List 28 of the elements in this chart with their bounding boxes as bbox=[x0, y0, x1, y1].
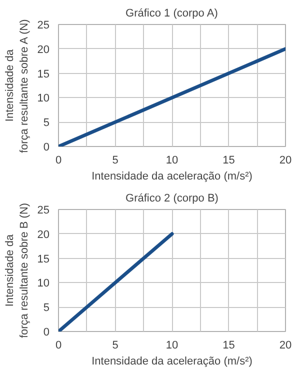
chart-title: Gráfico 2 (corpo B) bbox=[126, 192, 218, 204]
x-tick-label: 20 bbox=[279, 340, 292, 352]
x-tick-label: 0 bbox=[55, 154, 62, 166]
x-tick-label: 5 bbox=[112, 154, 118, 166]
y-tick-label: 5 bbox=[43, 302, 50, 314]
y-axis-title: Intensidade da força resultante sobre B (N) bbox=[4, 202, 30, 338]
y-axis-title: Intensidade da força resultante sobre A (N) bbox=[4, 19, 30, 154]
y-tick-label: 20 bbox=[37, 44, 50, 56]
y-tick-label: 0 bbox=[43, 326, 50, 338]
y-tick-label: 25 bbox=[37, 20, 50, 32]
y-tick-label: 10 bbox=[37, 92, 50, 105]
x-tick-label: 0 bbox=[55, 340, 62, 352]
y-tick-label: 5 bbox=[43, 117, 50, 130]
x-tick-label: 10 bbox=[166, 154, 178, 166]
x-axis-title: Intensidade da aceleração (m/s²) bbox=[92, 170, 252, 182]
x-tick-label: 20 bbox=[279, 154, 292, 166]
y-tick-label: 20 bbox=[37, 228, 50, 241]
x-axis-title: Intensidade da aceleração (m/s²) bbox=[92, 356, 252, 368]
y-tick-label: 10 bbox=[37, 278, 50, 290]
x-tick-label: 15 bbox=[222, 154, 235, 166]
x-tick-label: 15 bbox=[222, 340, 235, 352]
y-tick-label: 25 bbox=[37, 204, 50, 216]
y-tick-label: 15 bbox=[37, 253, 50, 266]
y-tick-label: 0 bbox=[43, 142, 50, 154]
chart-title: Gráfico 1 (corpo A) bbox=[126, 8, 218, 20]
x-tick-label: 5 bbox=[112, 340, 118, 352]
x-tick-label: 10 bbox=[166, 340, 178, 352]
y-tick-label: 15 bbox=[37, 68, 50, 80]
